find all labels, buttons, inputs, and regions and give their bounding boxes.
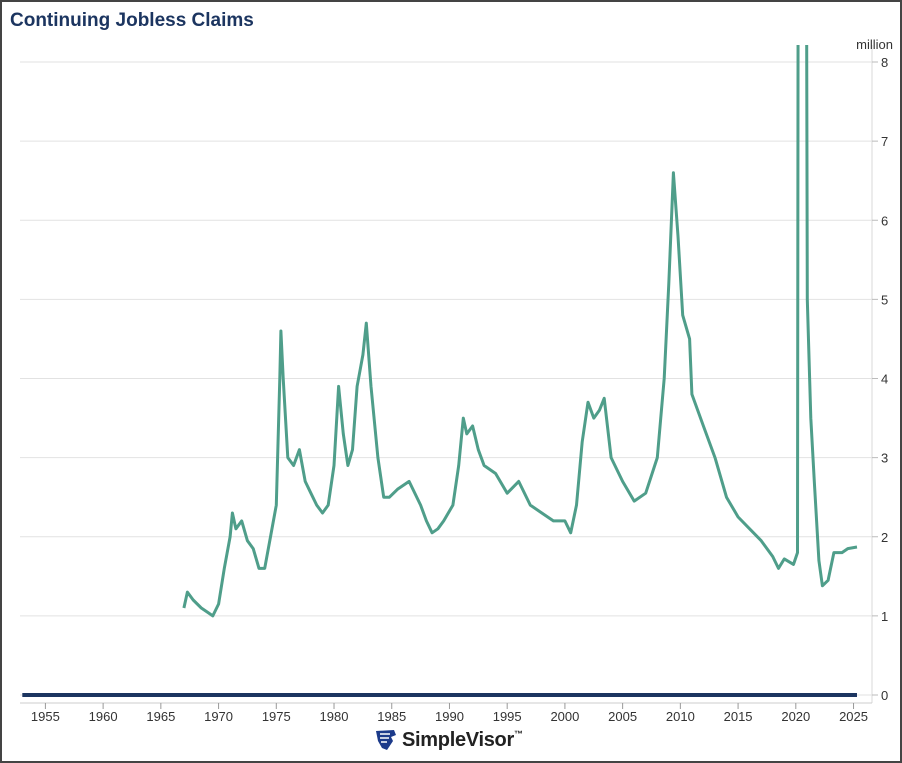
x-tick-label: 1995 [493, 709, 522, 724]
x-tick-label: 2020 [781, 709, 810, 724]
x-tick-label: 1960 [89, 709, 118, 724]
x-tick-label: 2005 [608, 709, 637, 724]
y-axis-label: million [856, 37, 893, 52]
x-axis: 1955 1960 1965 1970 1975 1980 1985 1990 1995 2000… [31, 703, 868, 724]
y-tick-label: 6 [881, 213, 888, 228]
y-tick-label: 5 [881, 292, 888, 307]
y-tick-label: 1 [881, 609, 888, 624]
x-tick-label: 1980 [320, 709, 349, 724]
y-axis: 0 1 2 3 4 5 6 7 8 [872, 55, 888, 703]
x-tick-label: 1985 [377, 709, 406, 724]
x-tick-label: 1965 [146, 709, 175, 724]
y-tick-label: 7 [881, 134, 888, 149]
x-tick-label: 2025 [839, 709, 868, 724]
series-line-continuing-claims [182, 45, 858, 618]
y-tick-label: 8 [881, 55, 888, 70]
logo-text: SimpleVisor™ [402, 728, 523, 751]
y-tick-label: 3 [881, 451, 888, 466]
x-tick-label: 2000 [550, 709, 579, 724]
gridlines [20, 45, 873, 704]
simplevisor-logo: SimpleVisor™ [374, 728, 523, 752]
y-tick-label: 0 [881, 688, 888, 703]
x-tick-label: 2010 [666, 709, 695, 724]
x-tick-label: 2015 [724, 709, 753, 724]
chart-title: Continuing Jobless Claims [10, 10, 254, 31]
x-tick-label: 1975 [262, 709, 291, 724]
x-tick-label: 1955 [31, 709, 60, 724]
x-tick-label: 1970 [204, 709, 233, 724]
x-tick-label: 1990 [435, 709, 464, 724]
y-tick-label: 4 [881, 372, 888, 387]
eagle-shield-icon [376, 730, 396, 750]
y-tick-label: 2 [881, 530, 888, 545]
